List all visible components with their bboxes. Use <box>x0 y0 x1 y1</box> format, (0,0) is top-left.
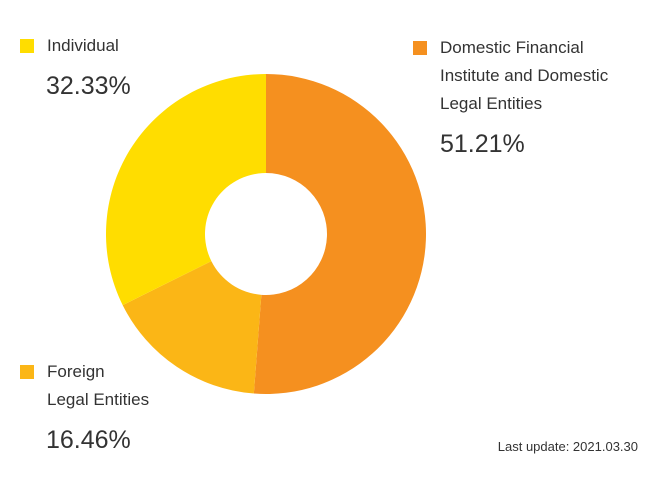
legend-label-individual: Individual <box>47 36 119 55</box>
legend-label-domestic: Domestic Financial Institute and Domesti… <box>440 38 609 113</box>
legend-value-domestic: 51.21% <box>440 130 525 158</box>
legend-value-foreign: 16.46% <box>46 426 131 454</box>
legend-swatch-individual <box>20 39 34 53</box>
legend-swatch-foreign <box>20 365 34 379</box>
legend-domestic: Domestic Financial Institute and Domesti… <box>413 34 608 159</box>
legend-value-individual: 32.33% <box>46 72 131 100</box>
legend-individual: Individual 32.33% <box>20 32 131 101</box>
legend-foreign: Foreign Legal Entities 16.46% <box>20 358 149 455</box>
slice-individual <box>106 74 266 306</box>
slice-domestic <box>253 74 426 394</box>
last-update-text: Last update: 2021.03.30 <box>497 439 638 454</box>
slice-foreign <box>122 261 262 394</box>
legend-label-foreign: Foreign Legal Entities <box>47 362 150 409</box>
legend-swatch-domestic <box>413 41 427 55</box>
